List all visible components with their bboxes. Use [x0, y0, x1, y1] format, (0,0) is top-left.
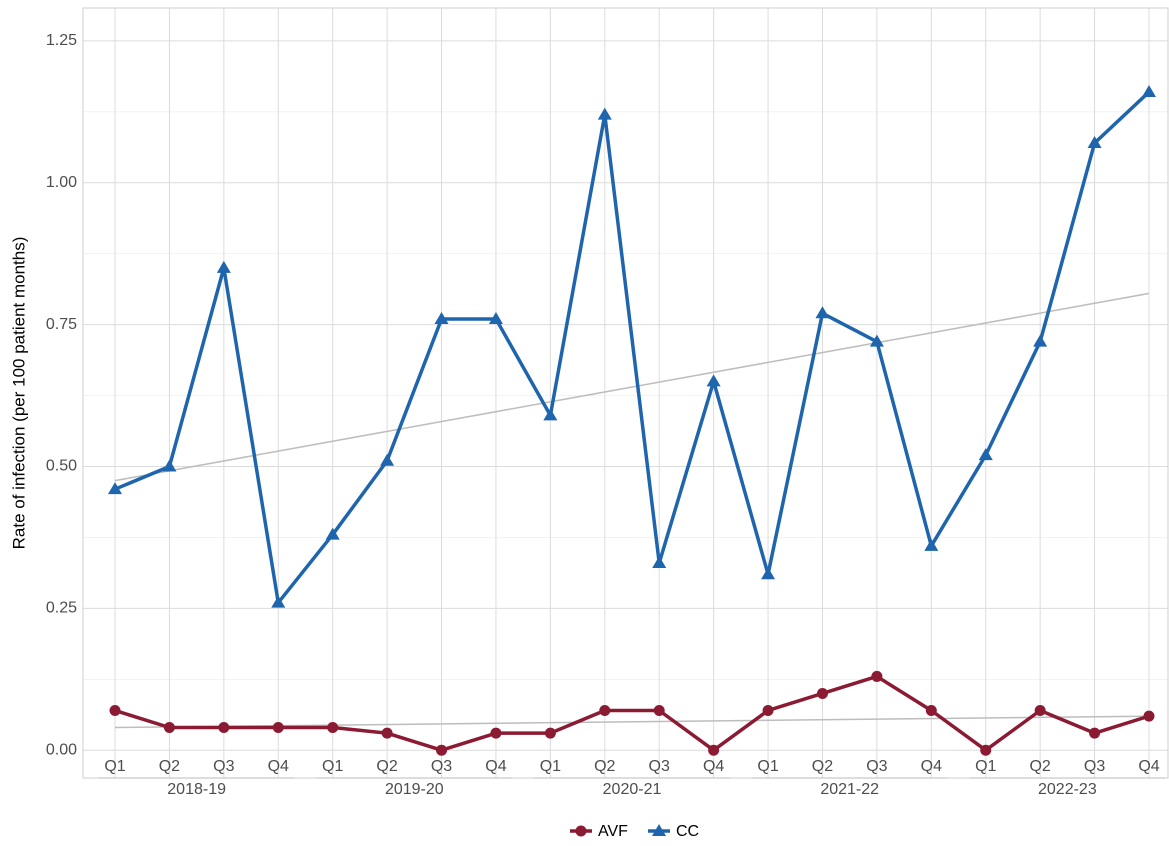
point [381, 727, 393, 739]
point [706, 374, 721, 387]
point [815, 306, 830, 319]
point [1142, 84, 1156, 97]
x-tick-label: Q2 [594, 758, 615, 775]
x-group-label: 2018-19 [167, 781, 226, 798]
point [162, 459, 177, 472]
point [1034, 704, 1046, 716]
point [869, 334, 884, 347]
y-tick-label: 0.25 [46, 600, 77, 617]
x-group-label: 2021-22 [820, 781, 879, 798]
point [708, 744, 720, 756]
point [1089, 727, 1101, 739]
x-group-label: 2022-23 [1038, 781, 1097, 798]
series-line [114, 90, 1151, 605]
point [216, 260, 231, 273]
point [490, 727, 502, 739]
point [816, 687, 828, 699]
point [1143, 710, 1155, 722]
x-tick-label: Q3 [866, 758, 887, 775]
trend-line [114, 715, 1150, 729]
trend-line [114, 292, 1150, 482]
point [871, 670, 883, 682]
x-group-label: 2019-20 [385, 781, 444, 798]
point [980, 744, 992, 756]
point [271, 595, 286, 608]
x-group-label: 2020-21 [603, 781, 662, 798]
x-tick-label: Q4 [268, 758, 289, 775]
x-tick-label: Q2 [1029, 758, 1050, 775]
point [1087, 136, 1102, 149]
point [543, 408, 558, 421]
point [327, 721, 339, 733]
point [436, 744, 448, 756]
point [218, 721, 230, 733]
y-tick-label: 0.50 [46, 458, 77, 475]
series-line [114, 674, 1150, 752]
point [924, 538, 939, 551]
x-tick-label: Q3 [431, 758, 452, 775]
point [544, 727, 556, 739]
legend-marker [652, 824, 666, 836]
point [597, 107, 612, 120]
y-tick-label: 0.00 [46, 741, 77, 758]
legend-label: CC [676, 823, 699, 840]
legend-marker [575, 825, 587, 837]
x-tick-label: Q4 [703, 758, 724, 775]
point [488, 311, 503, 324]
point [652, 555, 667, 568]
point [109, 704, 121, 716]
x-tick-label: Q4 [1138, 758, 1159, 775]
x-tick-label: Q3 [1084, 758, 1105, 775]
legend-label: AVF [598, 823, 628, 840]
x-tick-label: Q4 [485, 758, 506, 775]
x-tick-label: Q2 [812, 758, 833, 775]
point [599, 704, 611, 716]
point [272, 721, 284, 733]
x-tick-label: Q1 [104, 758, 125, 775]
x-tick-label: Q1 [975, 758, 996, 775]
point [325, 527, 340, 540]
y-tick-label: 0.75 [46, 316, 77, 333]
point [762, 704, 774, 716]
point [653, 704, 665, 716]
x-tick-label: Q3 [213, 758, 234, 775]
x-tick-label: Q2 [376, 758, 397, 775]
point [978, 448, 993, 461]
point [434, 311, 449, 324]
x-tick-label: Q3 [649, 758, 670, 775]
point [163, 721, 175, 733]
point [108, 482, 122, 495]
y-axis-title: Rate of infection (per 100 patient month… [9, 237, 28, 550]
point [925, 704, 937, 716]
x-tick-label: Q1 [540, 758, 561, 775]
point [761, 567, 776, 580]
x-tick-label: Q4 [921, 758, 942, 775]
x-tick-label: Q1 [322, 758, 343, 775]
x-tick-label: Q1 [757, 758, 778, 775]
x-tick-label: Q2 [159, 758, 180, 775]
y-tick-label: 1.00 [46, 174, 77, 191]
point [1033, 334, 1048, 347]
y-tick-label: 1.25 [46, 32, 77, 49]
point [380, 453, 395, 466]
